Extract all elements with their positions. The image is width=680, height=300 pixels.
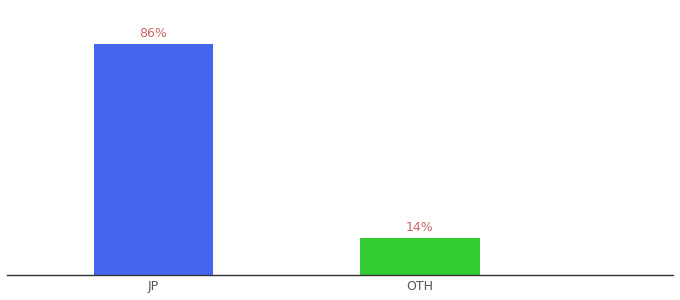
Text: 14%: 14% (406, 220, 434, 234)
Text: 86%: 86% (139, 28, 167, 40)
Bar (94, 44, 214, 275)
Bar (360, 238, 480, 275)
